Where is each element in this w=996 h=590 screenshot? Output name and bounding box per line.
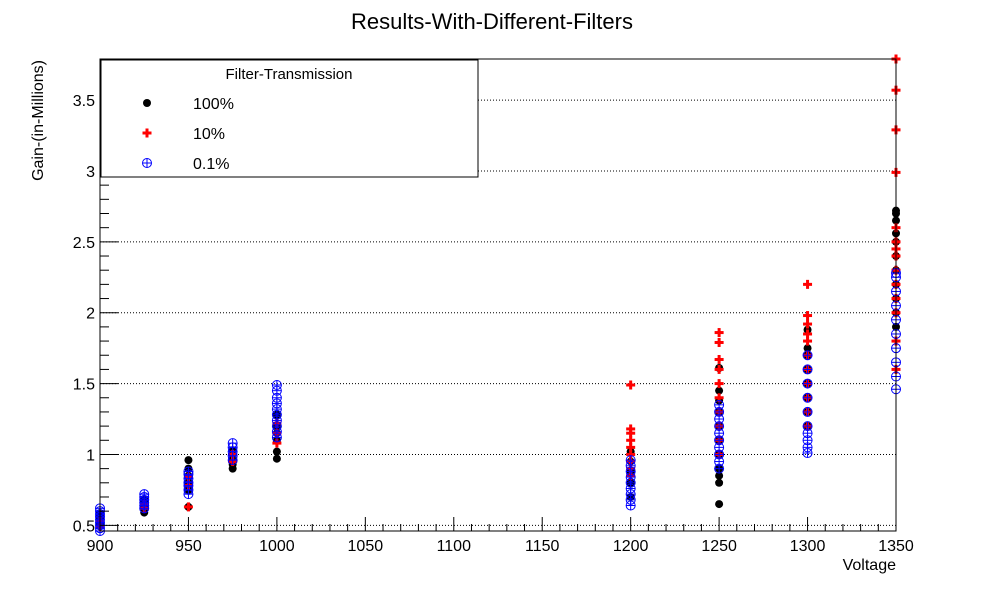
data-point: [803, 329, 813, 339]
data-point: [802, 406, 813, 417]
x-tick-label: 950: [175, 538, 202, 555]
data-point: [272, 447, 281, 456]
data-point: [184, 456, 193, 465]
data-point: [626, 435, 636, 445]
y-axis-label: Gain-(in-Millions): [30, 60, 47, 181]
x-tick-label: 1250: [701, 538, 737, 555]
legend-box: [100, 59, 479, 178]
y-tick-label: 2: [86, 306, 95, 323]
data-point: [714, 354, 724, 364]
data-point: [802, 378, 813, 389]
y-tick-label: 0.5: [73, 518, 95, 535]
data-point: [715, 471, 724, 480]
legend-title: Filter-Transmission: [226, 66, 353, 83]
y-tick-label: 2.5: [73, 235, 95, 252]
legend-label: 100%: [193, 96, 234, 113]
data-point: [272, 454, 281, 463]
y-tick-label: 1.5: [73, 377, 95, 394]
x-tick-label: 1050: [348, 538, 384, 555]
legend-label: 0.1%: [193, 156, 229, 173]
data-point: [802, 392, 813, 403]
data-point: [626, 442, 636, 452]
data-point: [802, 350, 813, 361]
data-point: [803, 279, 813, 289]
data-point: [714, 337, 724, 347]
data-point: [803, 344, 812, 353]
x-tick-label: 1350: [878, 538, 914, 555]
data-point: [626, 380, 636, 390]
data-point: [714, 379, 724, 389]
data-point: [183, 502, 193, 512]
data-point: [803, 311, 813, 321]
y-tick-label: 3: [86, 164, 95, 181]
data-point: [139, 489, 150, 500]
chart-title: Results-With-Different-Filters: [351, 9, 633, 34]
data-point: [802, 364, 813, 375]
data-point: [715, 500, 724, 509]
data-point: [803, 319, 813, 329]
data-point: [714, 328, 724, 338]
x-axis-label: Voltage: [843, 557, 896, 574]
legend-label: 10%: [193, 126, 225, 143]
data-point: [803, 336, 813, 346]
data-point: [143, 99, 151, 107]
plot-frame: [99, 58, 897, 532]
data-point: [715, 478, 724, 487]
data-point: [714, 393, 724, 403]
data-point: [272, 438, 282, 448]
x-tick-label: 900: [87, 538, 114, 555]
data-point: [802, 421, 813, 432]
data-point: [714, 399, 725, 410]
x-tick-label: 1100: [437, 538, 472, 555]
x-tick-label: 1300: [790, 538, 826, 555]
axes: 900 950 1000 1050 1100 1150 1200 1250 1300 1350 0.…: [73, 71, 914, 555]
data-point: [714, 364, 724, 374]
data-point: [715, 386, 724, 395]
data-point: [626, 449, 636, 459]
data-point: [142, 158, 152, 168]
data-point: [625, 455, 636, 466]
data-point: [626, 424, 636, 434]
legend-items: 100% 10% 0.1%: [142, 96, 234, 173]
x-tick-label: 1200: [613, 538, 649, 555]
data-point: [271, 380, 282, 391]
y-tick-label: 3.5: [73, 93, 95, 110]
data-point: [142, 128, 152, 138]
legend: Filter-Transmission 100% 10% 0.1%: [100, 59, 479, 178]
data-point: [183, 466, 194, 477]
data-point: [227, 438, 238, 449]
y-tick-label: 1: [86, 447, 95, 464]
x-tick-label: 1150: [525, 538, 560, 555]
x-tick-label: 1000: [259, 538, 295, 555]
